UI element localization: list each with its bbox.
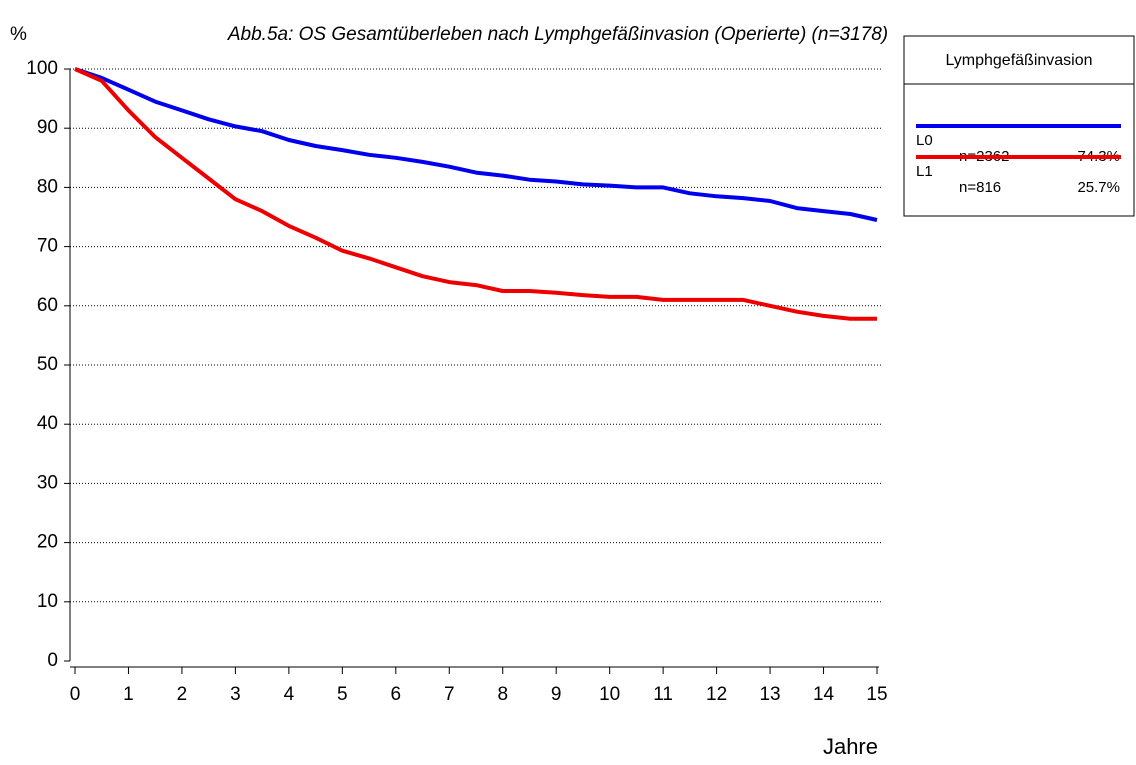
x-tick-label: 15 — [866, 684, 887, 705]
legend-n: n=816 — [959, 179, 1001, 196]
x-tick-label: 1 — [123, 684, 134, 705]
y-tick-label: 70 — [37, 236, 58, 257]
x-tick-label: 5 — [337, 684, 348, 705]
y-tick-label: 90 — [37, 117, 58, 138]
y-tick-label: 80 — [37, 176, 58, 197]
legend-entry: L0n=236274.3% — [916, 124, 1121, 165]
legend-share: 25.7% — [1077, 179, 1120, 196]
y-tick-label: 50 — [37, 354, 58, 375]
legend-entry: L1 n=816 25.7% — [916, 155, 1121, 196]
legend-title: Lymphgefäßinvasion — [945, 52, 1092, 69]
y-tick-label: 10 — [37, 591, 58, 612]
y-tick-label: 20 — [37, 532, 58, 553]
y-tick-label: 60 — [37, 295, 58, 316]
x-tick-label: 12 — [706, 684, 727, 705]
x-tick-label: 2 — [177, 684, 188, 705]
x-tick-label: 6 — [391, 684, 402, 705]
legend-label: L1 — [916, 163, 933, 180]
series-line — [74, 67, 877, 321]
y-tick-label: 30 — [37, 472, 58, 493]
series-line — [74, 67, 878, 222]
y-tick-label: 100 — [26, 58, 58, 79]
x-tick-label: 0 — [70, 684, 81, 705]
y-axis-label: % — [10, 24, 27, 45]
legend-box — [903, 35, 1135, 217]
y-tick-label: 0 — [47, 650, 58, 671]
x-tick-label: 4 — [284, 684, 295, 705]
chart-title: Abb.5a: OS Gesamtüberleben nach Lymphgef… — [227, 24, 888, 45]
x-tick-label: 7 — [444, 684, 455, 705]
x-tick-label: 9 — [551, 684, 562, 705]
x-tick-label: 8 — [497, 684, 508, 705]
x-tick-label: 10 — [599, 684, 620, 705]
x-tick-label: 11 — [653, 684, 673, 705]
legend-label: L0 — [916, 132, 933, 149]
x-axis-label: Jahre — [823, 734, 878, 759]
x-tick-label: 13 — [759, 684, 780, 705]
x-tick-label: 3 — [230, 684, 241, 705]
x-tick-label: 14 — [813, 684, 835, 705]
y-tick-label: 40 — [37, 413, 58, 434]
